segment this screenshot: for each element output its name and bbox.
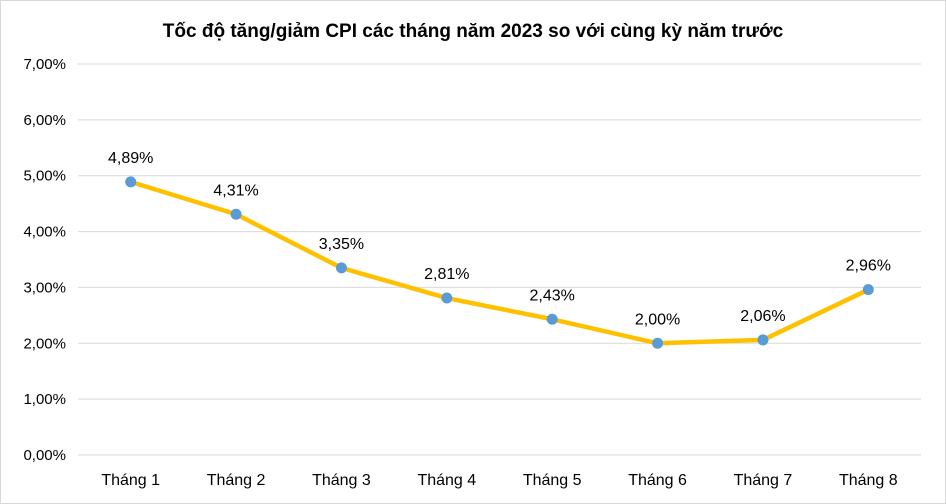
- data-label: 4,89%: [108, 150, 153, 167]
- data-point-marker: [862, 284, 874, 296]
- data-point-marker: [652, 337, 664, 349]
- x-tick-label: Tháng 4: [417, 472, 476, 489]
- gridlines: [78, 63, 921, 456]
- data-label: 2,06%: [740, 308, 785, 325]
- data-label: 2,43%: [530, 287, 575, 304]
- x-tick-label: Tháng 2: [207, 472, 266, 489]
- data-point-marker: [230, 208, 242, 220]
- x-tick-label: Tháng 8: [839, 472, 898, 489]
- data-label: 2,81%: [424, 266, 469, 283]
- y-axis-tick-labels: 0,00% 1,00% 2,00% 3,00% 4,00% 5,00% 6,00% 7,00%: [23, 56, 66, 464]
- x-axis-tick-labels: Tháng 1 Tháng 2 Tháng 3 Tháng 4 Tháng 5 Tháng…: [101, 472, 897, 489]
- x-tick-label: Tháng 1: [101, 472, 160, 489]
- data-point-marker: [441, 292, 453, 304]
- data-label: 3,35%: [319, 236, 364, 253]
- x-tick-label: Tháng 3: [312, 472, 371, 489]
- x-tick-label: Tháng 7: [734, 472, 793, 489]
- data-label: 2,96%: [846, 258, 891, 275]
- y-tick-label: 5,00%: [23, 168, 66, 185]
- data-point-marker: [546, 313, 558, 325]
- y-tick-label: 4,00%: [23, 224, 66, 241]
- y-tick-label: 1,00%: [23, 391, 66, 408]
- data-label: 4,31%: [213, 182, 258, 199]
- y-tick-label: 0,00%: [23, 447, 66, 464]
- data-labels: 4,89% 4,31% 3,35% 2,81% 2,43% 2,00% 2,06% 2,96%: [108, 150, 891, 328]
- data-point-marker: [125, 176, 137, 188]
- data-point-marker: [757, 334, 769, 346]
- y-tick-label: 3,00%: [23, 279, 66, 296]
- series-line: [128, 179, 871, 346]
- y-tick-label: 6,00%: [23, 112, 66, 129]
- data-label: 2,00%: [635, 311, 680, 328]
- y-tick-label: 7,00%: [23, 56, 66, 73]
- x-tick-label: Tháng 5: [523, 472, 582, 489]
- series-group: [125, 176, 874, 349]
- data-point-marker: [335, 262, 347, 274]
- y-tick-label: 2,00%: [23, 335, 66, 352]
- chart-title: Tốc độ tăng/giảm CPI các tháng năm 2023 …: [162, 21, 784, 42]
- x-tick-label: Tháng 6: [628, 472, 687, 489]
